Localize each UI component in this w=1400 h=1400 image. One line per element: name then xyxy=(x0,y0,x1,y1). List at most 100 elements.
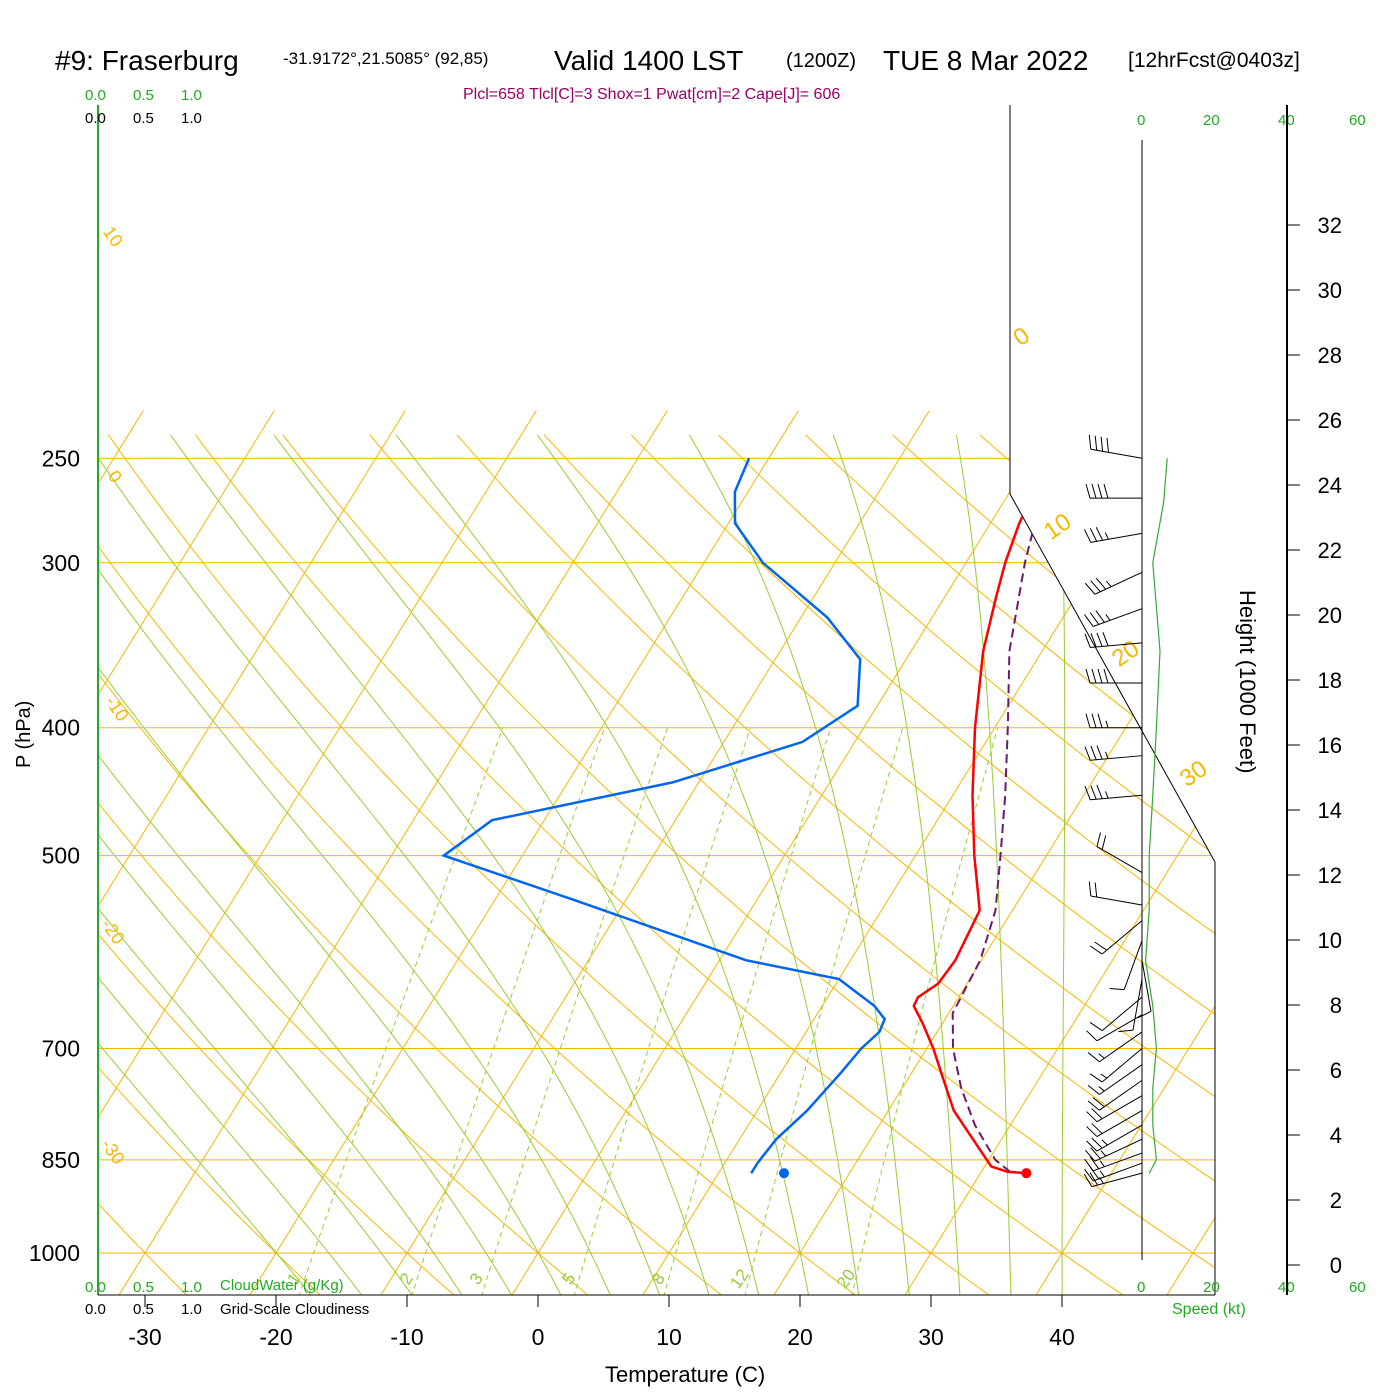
temperature-tick-label: 40 xyxy=(1049,1324,1075,1350)
wind-barb-half-flag xyxy=(1099,1170,1105,1178)
wind-barb-flag xyxy=(1095,610,1105,623)
wind-barb-flag xyxy=(1084,614,1094,627)
isotherm-label: -20 xyxy=(97,915,128,948)
dry-adiabat-line xyxy=(630,434,1215,1295)
speed-top-20: 20 xyxy=(1203,112,1220,129)
wind-barb-flag xyxy=(1089,1073,1103,1083)
wind-barb-half-flag xyxy=(1100,1150,1107,1157)
cloud-bottom-black-0: 0.0 xyxy=(85,1301,106,1318)
isotherm-line xyxy=(98,410,537,1295)
wind-barb-flag xyxy=(1085,484,1091,499)
cloud-bottom-green-0: 0.0 xyxy=(85,1279,106,1296)
wind-barb xyxy=(1096,1124,1143,1152)
pressure-axis: 250 300 400 500 700 850 1000 xyxy=(29,445,80,1266)
wind-barb-flag xyxy=(1096,832,1101,847)
wind-barb xyxy=(1090,895,1143,906)
wind-barb-half-flag xyxy=(1099,1177,1104,1184)
wind-barb-flag xyxy=(1083,529,1092,543)
cloud-top-black-1: 0.5 xyxy=(133,110,154,127)
wind-barb-flag xyxy=(1091,1123,1103,1134)
isotherm-line xyxy=(1297,410,1400,1297)
cloud-scale-bottom: 0.0 0.5 1.0 CloudWater (g/Kg) 0.0 0.5 1.… xyxy=(85,1277,369,1318)
mixing-ratio-line xyxy=(480,727,668,1295)
wind-barb-flag xyxy=(1086,1111,1098,1123)
wind-barb xyxy=(1092,1152,1143,1172)
forecast-info: [12hrFcst@0403z] xyxy=(1128,49,1300,72)
temperature-tick-label: 30 xyxy=(918,1324,944,1350)
wind-barb-flag xyxy=(1086,1140,1098,1152)
wind-barb-half-flag xyxy=(1100,1073,1108,1079)
moist-adiabat-line xyxy=(536,434,860,1295)
mixing-ratio-line xyxy=(744,727,904,1295)
height-tick-label: 26 xyxy=(1318,408,1342,433)
temperature-tick-label: 0 xyxy=(532,1324,545,1350)
wind-barb-flag xyxy=(1094,882,1098,898)
pressure-tick-label: 300 xyxy=(42,550,80,576)
moist-adiabat-line xyxy=(98,434,661,1295)
speed-bottom-0: 0 xyxy=(1137,1279,1145,1296)
cloud-top-black-2: 1.0 xyxy=(181,110,202,127)
wind-barb-flag xyxy=(1089,1166,1100,1180)
wind-barbs xyxy=(1083,434,1152,1188)
pressure-tick-label: 700 xyxy=(42,1036,80,1062)
wind-barb xyxy=(1096,1095,1143,1123)
wind-barb xyxy=(1132,978,1143,1031)
wind-barb-flag xyxy=(1089,1022,1103,1031)
wind-barb-flag xyxy=(1090,580,1101,593)
dry-adiabat-line xyxy=(369,434,1215,1295)
temperature-trace xyxy=(912,457,1052,1175)
moist-adiabat-line xyxy=(273,434,760,1295)
isotherm-line xyxy=(117,410,668,1295)
wind-barb-flag xyxy=(1084,785,1091,800)
wind-barb-half-flag xyxy=(1099,1160,1105,1168)
wind-barb-half-flag xyxy=(1105,720,1109,728)
dry-adiabat-line xyxy=(456,434,1215,1295)
dry-adiabat-line xyxy=(98,434,457,1295)
moist-adiabat-line xyxy=(98,434,464,1295)
wind-barb-flag xyxy=(1109,988,1125,991)
isotherm-label: -10 xyxy=(101,692,132,725)
wind-barb-flag xyxy=(1089,945,1103,955)
wind-barb-half-flag xyxy=(1098,1053,1105,1059)
isotherm-line xyxy=(379,410,930,1295)
moist-adiabat-line xyxy=(98,434,313,1295)
cloud-top-black-0: 0.0 xyxy=(85,110,106,127)
pressure-tick-label: 250 xyxy=(42,445,80,471)
isotherm-line xyxy=(1165,410,1215,1295)
height-tick-label: 24 xyxy=(1318,473,1342,498)
wind-barb-flag xyxy=(1091,1108,1103,1120)
moist-adiabat-line xyxy=(98,434,514,1295)
moist-adiabat-line xyxy=(688,434,910,1295)
isotherm-label: 10 xyxy=(1039,508,1076,545)
wind-barb-flag xyxy=(1102,632,1109,647)
height-tick-label: 28 xyxy=(1318,343,1342,368)
height-tick-label: 12 xyxy=(1318,863,1342,888)
speed-scale: 0 20 40 60 0 20 40 60 Speed (kt) xyxy=(1137,112,1366,1318)
cloud-bottom-green-2: 1.0 xyxy=(181,1279,202,1296)
wind-barb-flag xyxy=(1087,1100,1100,1111)
isotherm-label: 0 xyxy=(1008,322,1034,352)
utc-time: (1200Z) xyxy=(786,50,856,72)
wind-barb-flag xyxy=(1095,527,1104,541)
mixing-ratio-line xyxy=(573,727,751,1295)
height-tick-label: 14 xyxy=(1318,798,1342,823)
moist-adiabat-line xyxy=(395,434,810,1295)
wind-barb-half-flag xyxy=(1104,532,1109,540)
wind-barb-flag xyxy=(1087,1052,1100,1063)
wind-barb-flag xyxy=(1096,632,1103,647)
height-tick-label: 30 xyxy=(1318,278,1342,303)
moist-adiabat-line xyxy=(832,434,961,1295)
isotherm-label: 20 xyxy=(1107,635,1144,672)
wind-barb-flag xyxy=(1096,745,1103,760)
dry-adiabat-line xyxy=(98,434,859,1295)
plot-frame xyxy=(97,105,1216,1296)
wind-barb-flag xyxy=(1084,582,1096,595)
wind-barb-flag xyxy=(1089,528,1098,542)
wind-barb-flag xyxy=(1089,612,1100,625)
dry-adiabat-line xyxy=(718,434,1215,1295)
speed-label: Speed (kt) xyxy=(1172,1301,1246,1318)
wind-speed-profile xyxy=(1144,458,1168,1174)
cloud-top-green-2: 1.0 xyxy=(181,87,202,104)
wind-barb-flag xyxy=(1137,1010,1152,1019)
